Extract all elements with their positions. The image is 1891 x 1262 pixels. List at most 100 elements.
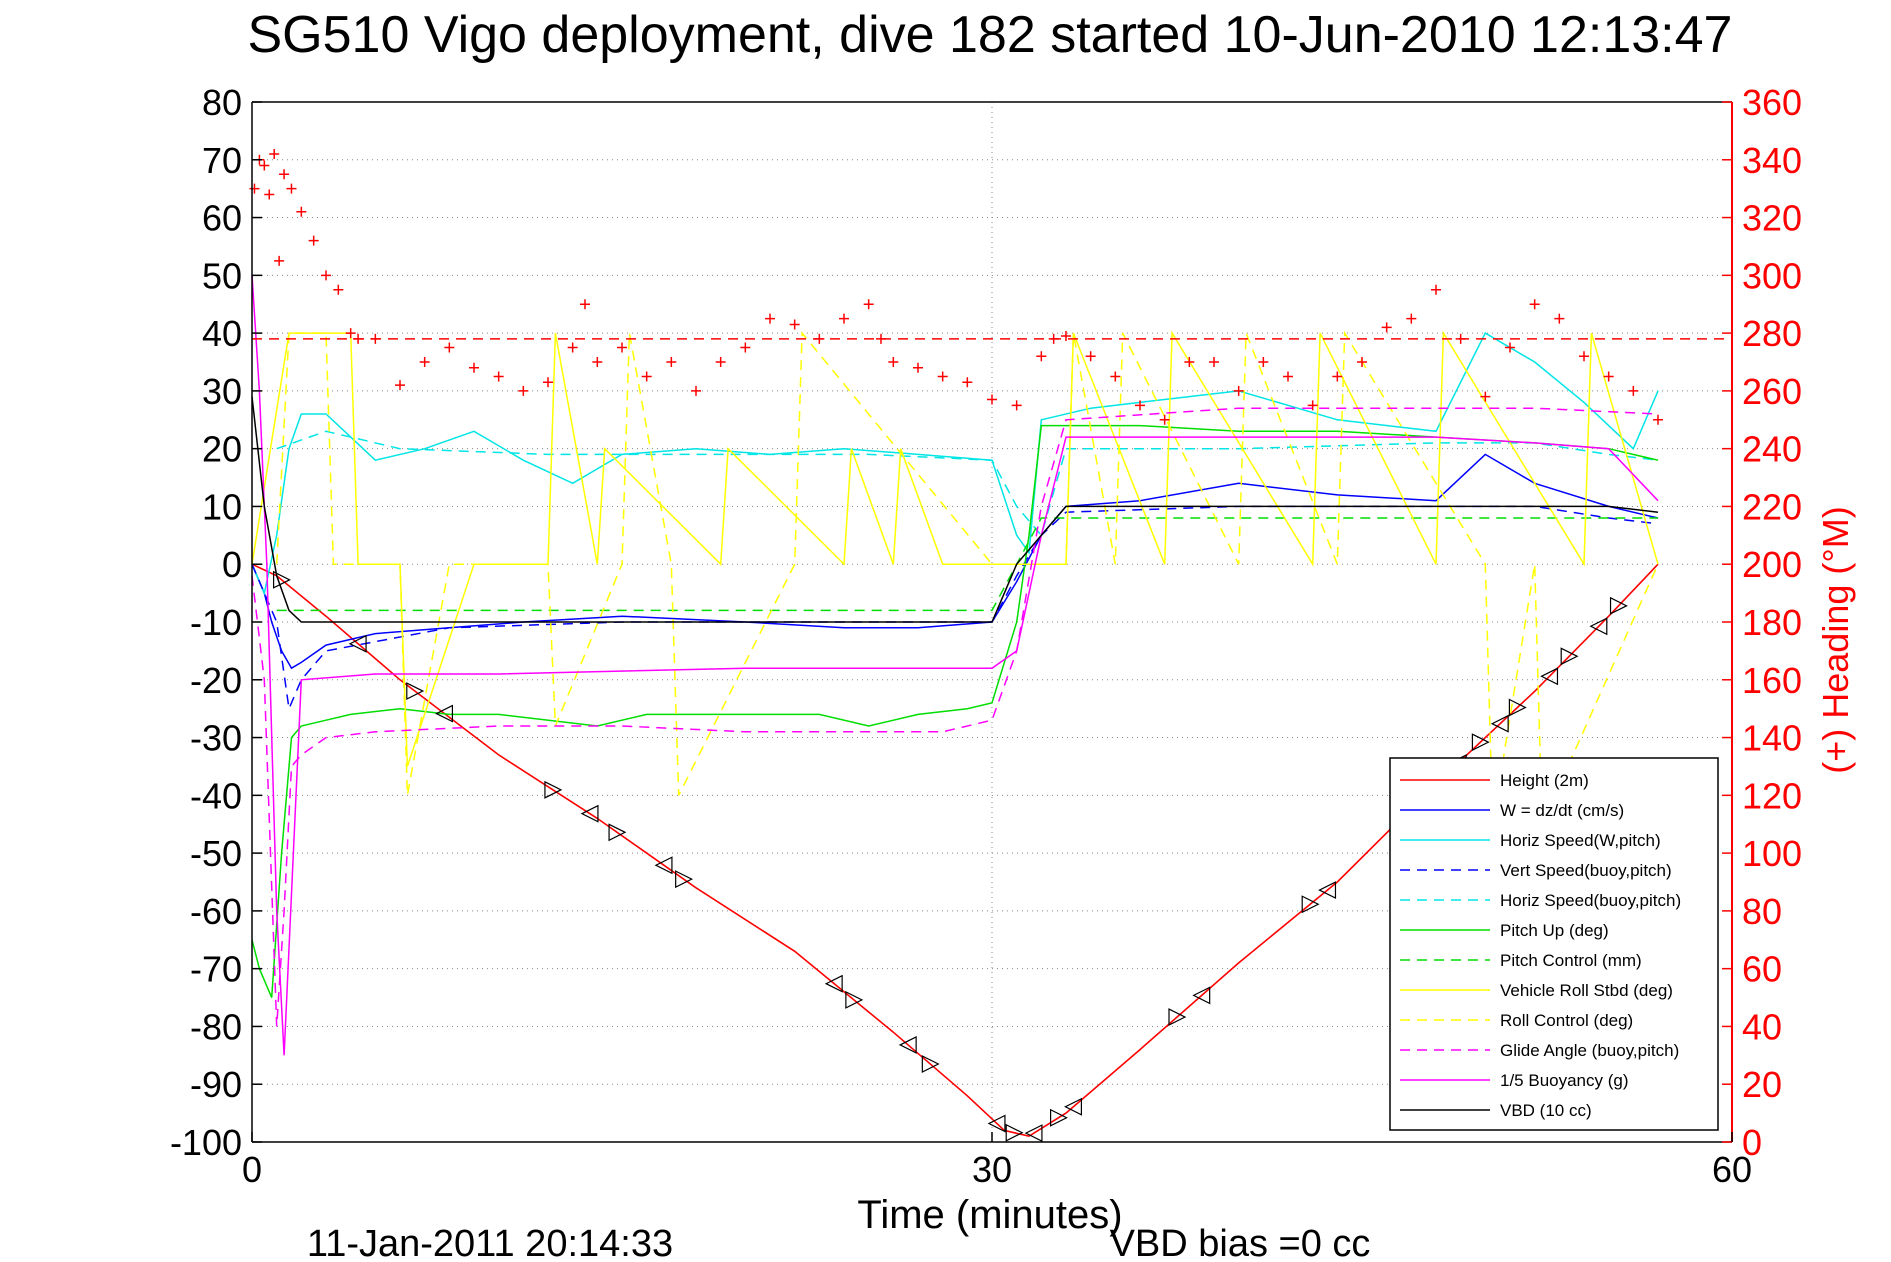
heading-marker [888,357,899,367]
right-tick-label: 80 [1742,891,1782,932]
depth-marker [1471,733,1490,752]
depth-marker [544,780,563,799]
left-tick-label: -10 [190,602,242,643]
series-line-2 [251,332,1659,596]
heading-marker [264,189,275,200]
legend-entry: Glide Angle (buoy,pitch) [1500,1041,1679,1060]
heading-marker [1603,371,1614,382]
depth-marker [1540,667,1559,686]
legend-entry: W = dz/dt (cm/s) [1500,801,1624,820]
depth-marker [898,1035,917,1054]
series-line-11 [251,396,1659,623]
heading-marker [1455,333,1466,344]
right-tick-label: 40 [1742,1006,1782,1047]
depth-marker [406,682,425,701]
heading-marker [1011,400,1022,411]
legend-entry: Roll Control (deg) [1500,1011,1633,1030]
depth-marker [824,974,843,993]
heading-marker [1381,322,1392,333]
heading-marker [444,342,455,353]
heading-marker [1406,313,1417,324]
heading-marker [962,377,973,388]
series-line-4 [276,430,1659,537]
heading-marker [1283,371,1293,382]
left-tick-label: 20 [202,429,242,470]
heading-marker [765,313,775,324]
heading-marker [617,342,627,353]
series-line-9 [251,407,1659,1027]
heading-marker [269,149,280,159]
depth-marker [675,870,694,889]
heading-marker [259,160,270,171]
heading-marker [493,371,504,382]
right-tick-label: 220 [1742,486,1802,527]
heading-marker [1628,385,1639,396]
heading-marker [1505,342,1515,353]
heading-marker [1184,357,1195,367]
heading-marker [789,319,800,330]
heading-marker [1048,333,1059,344]
heading-marker [1258,357,1269,367]
depth-marker [1490,714,1509,733]
right-axis-label: (+) Heading (°M) [1815,506,1856,773]
left-tick-label: -100 [170,1122,242,1163]
depth-marker [654,856,673,875]
legend-entry: 1/5 Buoyancy (g) [1500,1071,1629,1090]
heading-marker [592,357,603,367]
heading-marker [1061,331,1071,341]
heading-marker [1431,284,1441,295]
heading-marker [937,371,948,382]
heading-marker [863,299,874,310]
heading-marker [370,333,381,344]
depth-marker [1318,881,1337,900]
heading-marker [641,371,652,382]
depth-marker [435,704,453,723]
legend-entry: Vert Speed(buoy,pitch) [1500,861,1672,880]
depth-marker [580,804,599,823]
heading-marker [987,394,997,405]
right-tick-label: 360 [1742,82,1802,123]
heading-marker [249,183,260,194]
series-line-1 [251,453,1659,670]
heading-marker [518,385,529,396]
heading-marker [333,284,344,295]
legend-entry: Height (2m) [1500,771,1589,790]
right-tick-label: 320 [1742,198,1802,239]
left-tick-label: -50 [190,833,242,874]
heading-marker [567,342,578,353]
heading-marker [1135,400,1145,411]
left-tick-label: -40 [190,775,242,816]
heading-marker [1085,351,1096,362]
heading-marker [876,333,886,344]
heading-markers [249,149,1663,425]
depth-marker [1301,895,1320,914]
right-tick-label: 300 [1742,255,1802,296]
heading-marker [691,385,701,396]
right-tick-label: 140 [1742,718,1802,759]
depth-marker [1560,647,1579,666]
heading-marker [543,377,553,388]
left-tick-label: 70 [202,140,242,181]
depth-marker [608,823,627,842]
heading-marker [1233,385,1244,396]
heading-marker [1332,371,1343,382]
legend-entry: Pitch Up (deg) [1500,921,1609,940]
legend-entry: Pitch Control (mm) [1500,951,1642,970]
heading-marker [274,255,285,266]
legend-entry: Horiz Speed(buoy,pitch) [1500,891,1681,910]
legend-entry: Horiz Speed(W,pitch) [1500,831,1661,850]
heading-marker [1209,357,1219,367]
right-tick-label: 280 [1742,313,1802,354]
x-axis-label: Time (minutes) [857,1193,1122,1237]
series-line-8 [275,330,1659,825]
right-tick-label: 180 [1742,602,1802,643]
depth-marker [1589,617,1608,636]
series-line-10 [251,275,1659,1056]
depth-marker [348,634,367,653]
right-tick-label: 60 [1742,949,1782,990]
legend-entry: VBD (10 cc) [1500,1101,1592,1120]
depth-marker [845,990,864,1009]
right-tick-label: 340 [1742,140,1802,181]
heading-marker [308,235,319,246]
